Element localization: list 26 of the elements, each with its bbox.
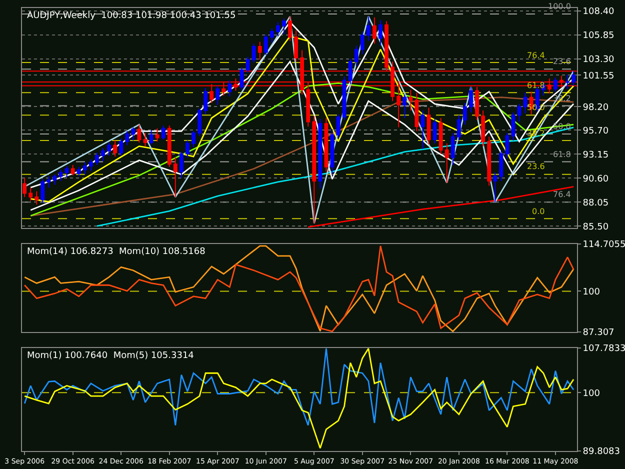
y-tick-label: 98.20 (582, 102, 609, 113)
annotation: 50.0 (527, 103, 545, 112)
y-tick-label: 107.7833 (582, 344, 625, 354)
annotation: 23.6 (527, 162, 545, 171)
annotation: 23.6 (553, 57, 571, 66)
annotation: 61.8 (553, 150, 571, 159)
y-tick-label: 87.307 (582, 328, 614, 338)
y-tick-label: 100 (582, 388, 600, 399)
y-tick-label: 114.7055 (582, 240, 625, 250)
y-tick-label: 93.15 (582, 150, 609, 160)
y-tick-label: 88.05 (582, 198, 609, 208)
y-tick-label: 95.70 (582, 126, 609, 136)
y-tick-label: 105.85 (582, 30, 614, 41)
chart-title: AUDJPY,Weekly 100.83 101.98 100.43 101.55 (27, 11, 236, 21)
y-tick-label: 90.60 (582, 174, 609, 184)
y-tick-label: 103.30 (582, 54, 615, 65)
y-tick-label: 101.55 (582, 71, 614, 82)
y-tick-label: 89.8083 (582, 447, 620, 458)
y-tick-label: 100 (582, 287, 600, 298)
y-tick-label: 85.50 (582, 222, 609, 232)
annotation: 76.4 (553, 190, 571, 199)
annotation: 76.4 (527, 51, 545, 60)
chart-title: Mom(14) 106.8273 Mom(10) 108.5168 (27, 247, 206, 257)
annotation: 0.0 (532, 207, 545, 216)
y-tick-label: 108.40 (582, 6, 615, 17)
chart-title: Mom(1) 100.7640 Mom(5) 105.3314 (27, 351, 194, 361)
